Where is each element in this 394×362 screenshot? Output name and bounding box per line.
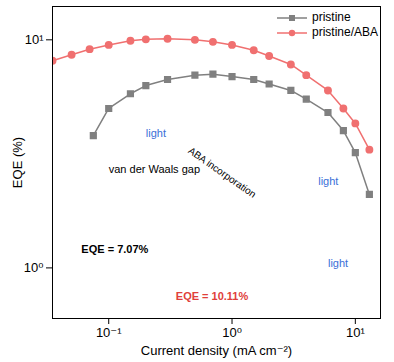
svg-text:10⁰: 10⁰ [24, 260, 44, 275]
svg-text:light: light [318, 175, 338, 187]
html-text:pristine/ABA: pristine/ABA [312, 25, 378, 39]
svg-text:10¹: 10¹ [25, 32, 44, 47]
svg-text:van der Waals gap: van der Waals gap [109, 163, 200, 175]
svg-text:EQE (%): EQE (%) [10, 137, 25, 188]
svg-text:10¹: 10¹ [346, 325, 365, 340]
svg-text:10⁰: 10⁰ [222, 325, 242, 340]
svg-text:EQE = 7.07%: EQE = 7.07% [81, 243, 148, 255]
svg-text:light: light [146, 127, 166, 139]
svg-text:EQE = 10.11%: EQE = 10.11% [176, 290, 249, 302]
svg-text:10⁻¹: 10⁻¹ [96, 325, 122, 340]
svg-text:light: light [328, 257, 348, 269]
html-text:pristine: pristine [312, 10, 351, 24]
svg-text:Current density (mA cm⁻²): Current density (mA cm⁻²) [141, 343, 292, 358]
svg-text:ABA incorporation: ABA incorporation [186, 145, 258, 200]
